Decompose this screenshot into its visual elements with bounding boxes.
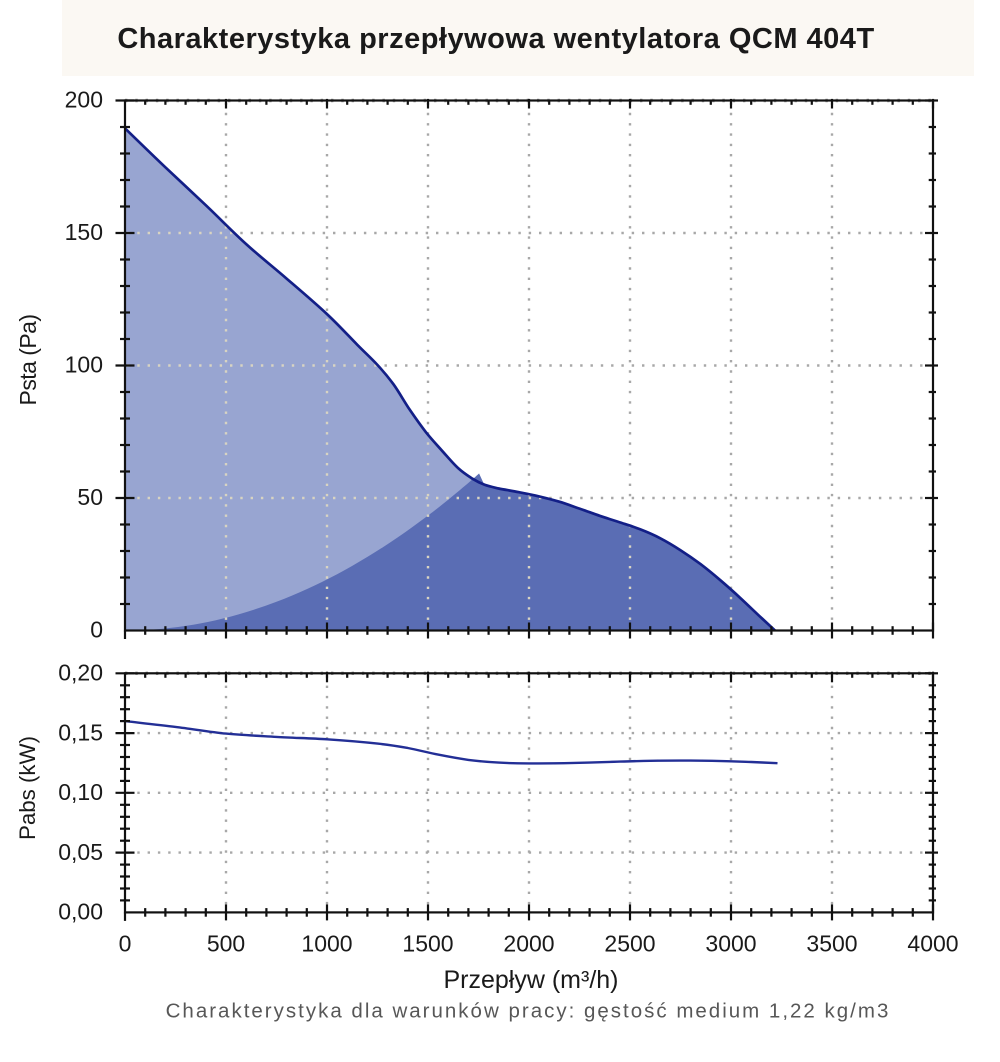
svg-text:150: 150 <box>65 219 103 245</box>
svg-text:2000: 2000 <box>503 931 554 957</box>
svg-text:500: 500 <box>207 931 245 957</box>
svg-text:50: 50 <box>77 484 103 510</box>
svg-text:4000: 4000 <box>907 931 958 957</box>
svg-text:Charakterystyka dla warunków p: Charakterystyka dla warunków pracy: gęst… <box>166 1000 891 1023</box>
svg-text:0,15: 0,15 <box>58 719 103 745</box>
svg-text:0,20: 0,20 <box>58 660 103 686</box>
svg-text:0: 0 <box>90 617 103 643</box>
svg-text:Przepływ (m³/h): Przepływ (m³/h) <box>443 966 618 994</box>
svg-text:0: 0 <box>119 931 132 957</box>
svg-text:1500: 1500 <box>402 931 453 957</box>
svg-text:1000: 1000 <box>301 931 352 957</box>
svg-text:100: 100 <box>65 352 103 378</box>
svg-text:2500: 2500 <box>604 931 655 957</box>
svg-text:3000: 3000 <box>705 931 756 957</box>
svg-text:Psta (Pa): Psta (Pa) <box>15 315 41 406</box>
svg-text:Pabs (kW): Pabs (kW) <box>15 736 40 840</box>
svg-text:200: 200 <box>65 87 103 113</box>
svg-text:0,10: 0,10 <box>58 779 103 805</box>
svg-text:3500: 3500 <box>806 931 857 957</box>
svg-text:Charakterystyka przepływowa we: Charakterystyka przepływowa wentylatora … <box>117 23 874 55</box>
svg-text:0,05: 0,05 <box>58 839 103 865</box>
svg-text:0,00: 0,00 <box>58 899 103 925</box>
